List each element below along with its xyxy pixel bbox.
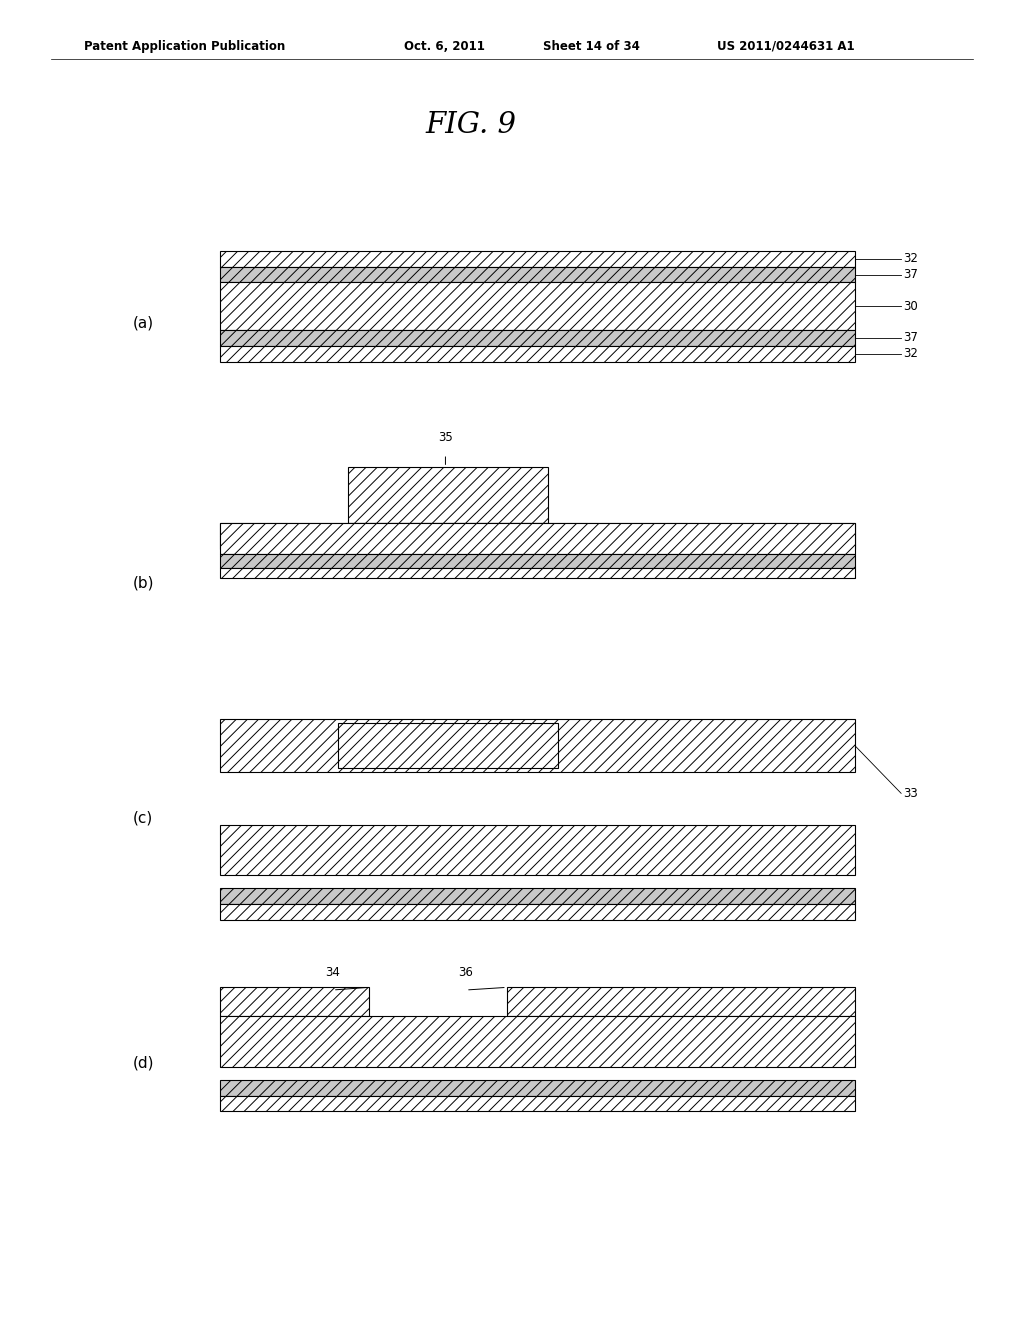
Bar: [220, 536, 855, 549]
Text: 37: 37: [903, 268, 919, 281]
Bar: [220, 330, 855, 346]
Bar: [220, 251, 855, 267]
Text: US 2011/0244631 A1: US 2011/0244631 A1: [717, 40, 854, 53]
Bar: [220, 1016, 855, 1067]
Text: 33: 33: [903, 787, 918, 800]
Text: 36: 36: [459, 966, 473, 979]
Bar: [220, 888, 855, 904]
Bar: [220, 904, 855, 920]
Bar: [220, 523, 855, 536]
Text: 35: 35: [438, 430, 453, 444]
Bar: [220, 568, 855, 578]
Bar: [220, 825, 855, 875]
Bar: [220, 523, 855, 554]
Bar: [338, 723, 558, 768]
Text: (a): (a): [133, 315, 155, 331]
Text: FIG. 9: FIG. 9: [425, 111, 516, 140]
Bar: [220, 1080, 855, 1096]
Text: Patent Application Publication: Patent Application Publication: [84, 40, 286, 53]
Bar: [220, 719, 855, 772]
Bar: [220, 1096, 855, 1111]
Text: (c): (c): [133, 810, 154, 826]
Text: Oct. 6, 2011: Oct. 6, 2011: [404, 40, 485, 53]
Text: 32: 32: [903, 252, 919, 265]
Bar: [220, 282, 855, 330]
Text: (b): (b): [133, 576, 155, 591]
Bar: [220, 346, 855, 362]
Bar: [507, 987, 855, 1016]
Text: 34: 34: [326, 966, 340, 979]
Text: 37: 37: [903, 331, 919, 345]
Text: Sheet 14 of 34: Sheet 14 of 34: [543, 40, 640, 53]
Text: (d): (d): [133, 1055, 155, 1071]
Bar: [220, 987, 369, 1016]
Text: 32: 32: [903, 347, 919, 360]
Bar: [220, 554, 855, 568]
Bar: [220, 267, 855, 282]
Text: 30: 30: [903, 300, 918, 313]
Bar: [348, 467, 548, 523]
